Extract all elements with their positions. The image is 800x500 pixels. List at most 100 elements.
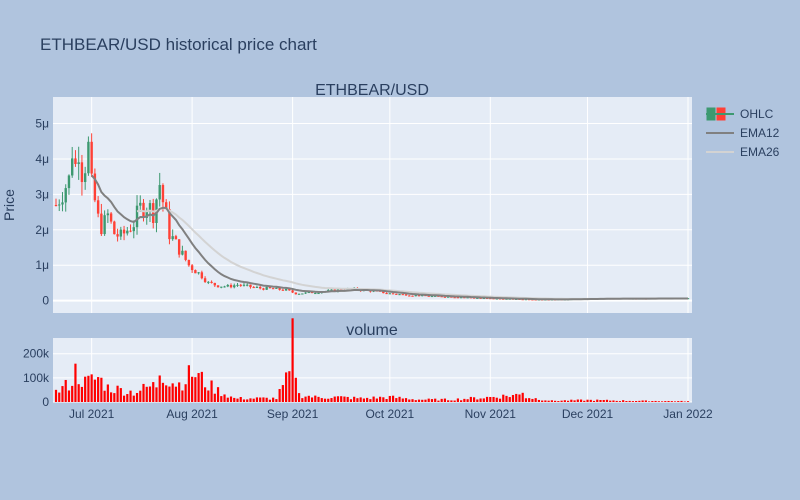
candle-body xyxy=(116,234,119,237)
candle-body xyxy=(404,294,408,296)
volume-bar xyxy=(515,393,518,402)
candle-body xyxy=(385,293,388,295)
volume-bar xyxy=(573,400,576,402)
candle-body xyxy=(177,239,181,255)
volume-bar xyxy=(74,363,77,402)
volume-bar xyxy=(615,400,618,402)
price-y-axis-label: Price xyxy=(1,189,17,221)
volume-bar xyxy=(122,395,126,402)
volume-bar xyxy=(424,399,427,402)
volume-bar xyxy=(58,392,61,402)
candle-body xyxy=(291,290,294,293)
volume-bar xyxy=(223,394,226,402)
volume-bar xyxy=(275,399,278,402)
volume-bar xyxy=(129,390,132,402)
volume-bar xyxy=(618,401,622,402)
candle-body xyxy=(77,162,80,165)
volume-bar xyxy=(657,401,660,402)
volume-bar xyxy=(307,395,310,402)
legend[interactable]: OHLC EMA12 EMA26 xyxy=(706,107,780,159)
volume-bar xyxy=(596,399,599,402)
volume-bar xyxy=(272,397,275,402)
volume-bar xyxy=(673,401,677,402)
candle-body xyxy=(278,287,281,290)
volume-bar xyxy=(447,400,450,402)
volume-bar xyxy=(103,390,106,402)
volume-bar xyxy=(492,396,495,402)
candle-body xyxy=(119,229,123,237)
volume-bar xyxy=(314,395,317,402)
candle-body xyxy=(187,259,191,266)
price-y-tick-label: 1μ xyxy=(35,258,49,272)
candle-body xyxy=(242,284,246,286)
volume-bar xyxy=(148,386,152,402)
legend-item-ema26[interactable]: EMA26 xyxy=(706,145,780,159)
volume-bar xyxy=(644,400,647,402)
candle-body xyxy=(223,286,226,288)
volume-bar xyxy=(557,401,560,402)
volume-bar xyxy=(288,371,291,402)
candle-body xyxy=(281,289,285,291)
candle-body xyxy=(210,281,213,283)
volume-bar xyxy=(84,376,87,402)
volume-bar xyxy=(544,400,547,402)
volume-bar xyxy=(547,400,550,402)
volume-bar xyxy=(259,397,262,402)
volume-bar xyxy=(482,398,485,402)
candle-body xyxy=(194,270,197,274)
candle-body xyxy=(233,285,236,288)
volume-bar xyxy=(664,401,667,402)
volume-bar xyxy=(476,399,479,402)
volume-bar xyxy=(203,387,207,402)
volume-bar xyxy=(518,394,521,402)
candle-body xyxy=(190,265,194,271)
volume-bar xyxy=(379,396,382,402)
volume-bar xyxy=(310,397,314,402)
volume-bar xyxy=(239,397,242,402)
candle-body xyxy=(174,236,178,240)
candle-body xyxy=(391,293,395,295)
candle-body xyxy=(171,236,174,240)
volume-bar xyxy=(285,372,288,402)
legend-item-ema12[interactable]: EMA12 xyxy=(706,126,780,140)
candle-body xyxy=(58,204,61,206)
volume-bar xyxy=(670,401,673,402)
legend-item-ohlc[interactable]: OHLC xyxy=(706,107,774,121)
price-y-tick-labels: 0 1μ 2μ 3μ 4μ 5μ xyxy=(35,117,49,308)
volume-bar xyxy=(197,373,200,402)
candle-body xyxy=(417,295,421,297)
volume-bar xyxy=(119,388,122,402)
candle-body xyxy=(268,287,272,289)
volume-bar xyxy=(54,389,58,402)
volume-bar xyxy=(635,400,638,402)
volume-y-tick-label: 200k xyxy=(23,347,50,361)
volume-bar xyxy=(268,399,272,402)
volume-bar xyxy=(667,400,670,402)
candle-body xyxy=(489,298,492,300)
candle-body xyxy=(129,230,132,232)
volume-subplot-title: volume xyxy=(346,322,398,339)
volume-bar xyxy=(265,397,268,402)
volume-bar xyxy=(139,390,142,402)
volume-bar xyxy=(71,385,74,402)
volume-bar xyxy=(67,390,71,402)
volume-bar xyxy=(333,396,336,402)
volume-bar xyxy=(460,400,463,402)
volume-bar xyxy=(508,397,511,402)
volume-bar xyxy=(135,392,139,402)
candle-body xyxy=(271,288,275,290)
volume-bar xyxy=(126,394,129,402)
volume-bar xyxy=(560,400,563,402)
volume-bar xyxy=(301,398,304,402)
volume-bar xyxy=(427,398,430,402)
x-tick-label: Aug 2021 xyxy=(166,407,218,421)
volume-bar xyxy=(576,399,579,402)
volume-bar xyxy=(278,389,281,402)
volume-bar xyxy=(651,401,654,402)
candle-body xyxy=(164,202,168,210)
volume-y-tick-labels: 0 100k 200k xyxy=(23,347,50,409)
volume-bar xyxy=(132,395,135,402)
volume-bar xyxy=(660,401,664,402)
candle-body xyxy=(301,293,304,295)
volume-bar xyxy=(187,365,190,402)
